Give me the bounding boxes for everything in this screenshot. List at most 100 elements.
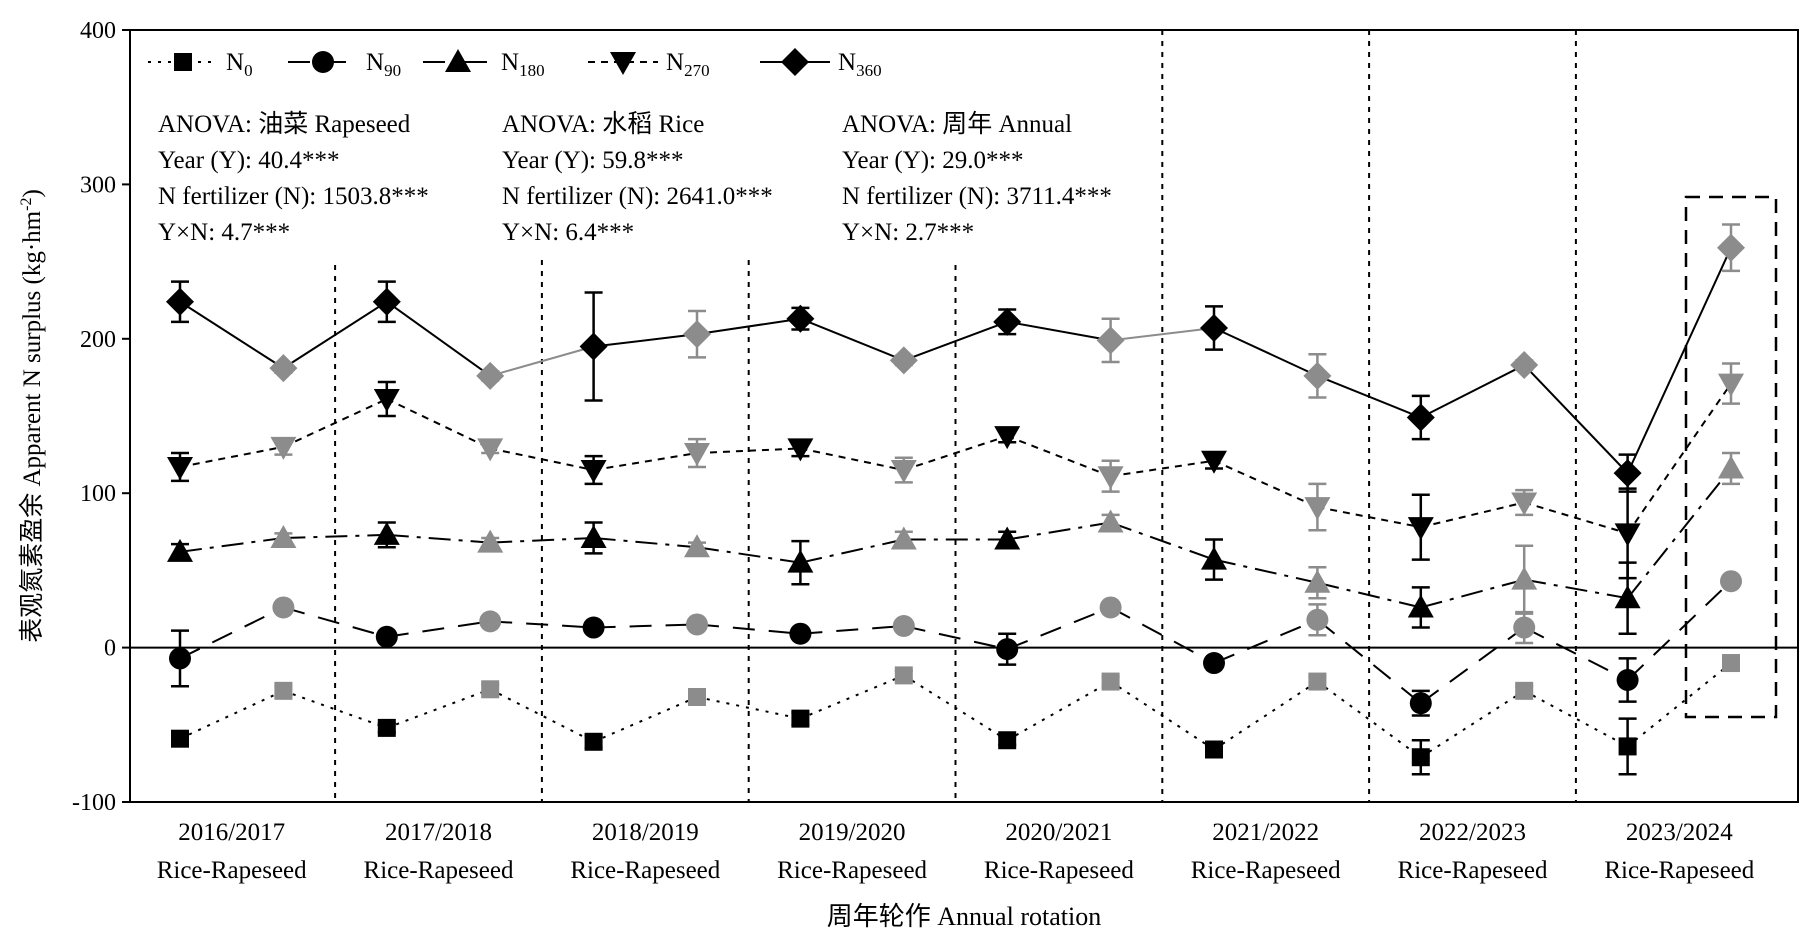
series-n180-point: [684, 534, 710, 558]
series-n90-line-segment: [386, 620, 491, 638]
series-n90-line-segment: [1626, 580, 1732, 681]
series-n0-point: [894, 666, 913, 685]
series-markers: [166, 223, 1745, 776]
series-n270-line-segment: [1213, 459, 1318, 509]
x-period-year: 2016/2017: [178, 819, 285, 846]
annotation-layer: [334, 30, 1778, 802]
series-n90-line-segment: [696, 623, 801, 635]
series-n270-point: [1614, 523, 1641, 547]
series-n360-point: [1200, 313, 1228, 342]
series-n90-point: [1099, 596, 1122, 619]
series-n360-point: [1510, 351, 1539, 380]
series-n0-line-segment: [1626, 662, 1732, 748]
series-n180-point: [1614, 585, 1641, 609]
series-n360-point: [1303, 361, 1332, 390]
series-n360-point: [372, 287, 401, 316]
series-n90-point: [272, 596, 295, 619]
series-n180-line-segment: [490, 536, 594, 544]
series-n180-line-segment: [386, 533, 491, 544]
highlight-box: [1684, 195, 1778, 719]
series-n0-line-segment: [593, 696, 698, 743]
series-n270-point: [994, 426, 1021, 450]
series-n360-line-segment: [282, 300, 388, 369]
legend-marker-n270: [610, 52, 636, 75]
series-n270-line-segment: [179, 445, 284, 468]
legend-marker-n180: [445, 49, 471, 72]
x-period-crop: Rice-Rapeseed: [1398, 857, 1548, 884]
series-n270-line-segment: [386, 398, 491, 450]
series-n270-point: [787, 438, 814, 462]
series-n180-line-segment: [1213, 558, 1318, 584]
series-n90-line-segment: [800, 624, 904, 635]
x-period-year: 2018/2019: [592, 819, 699, 846]
series-n0-point: [791, 709, 810, 728]
series-n90-point: [686, 613, 708, 636]
series-n180-line-segment: [1524, 578, 1628, 600]
series-n180-point: [787, 549, 814, 573]
series-n270-line-segment: [1006, 435, 1111, 478]
series-n90-point: [1720, 570, 1742, 593]
series-n0-point: [584, 732, 603, 751]
series-n0-point: [1101, 672, 1120, 691]
x-axis-label: 周年轮作 Annual rotation: [827, 902, 1101, 931]
series-n90-line-segment: [1523, 626, 1629, 681]
y-tick-label: -100: [72, 790, 116, 816]
series-n90-line-segment: [1006, 606, 1111, 651]
legend-label-n180: N180: [501, 49, 545, 80]
series-n0-line-segment: [1316, 680, 1422, 759]
legend-marker-n0: [174, 53, 192, 71]
series-n270-line-segment: [1626, 383, 1732, 534]
series-n360-line-segment: [1317, 374, 1422, 419]
y-tick-label: 400: [80, 18, 116, 44]
series-n270-point: [890, 460, 917, 484]
x-period-year: 2019/2020: [799, 819, 906, 846]
x-period-crop: Rice-Rapeseed: [364, 857, 514, 884]
series-n360-point: [269, 354, 298, 383]
series-n360-point: [1096, 326, 1125, 355]
anova-interaction: Y×N: 4.7***: [158, 219, 290, 246]
series-n360-point: [683, 320, 711, 349]
series-n180-line-segment: [1007, 521, 1111, 541]
series-n90-point: [1306, 608, 1329, 631]
series-n0-point: [1515, 681, 1534, 700]
series-n0-point: [377, 718, 396, 737]
series-n360-line-segment: [903, 320, 1008, 362]
series-n0-line-segment: [386, 688, 491, 729]
series-n180-line-segment: [800, 538, 905, 564]
series-n270-point: [580, 460, 607, 484]
series-n90-point: [892, 614, 915, 637]
series-n0-point: [1722, 654, 1740, 673]
series-n180-point: [270, 524, 297, 548]
series-n0-line-segment: [903, 674, 1008, 742]
series-n360-point: [786, 304, 815, 333]
series-lines: [179, 247, 1732, 759]
series-n270-line-segment: [903, 435, 1008, 471]
series-n360-line-segment: [1626, 247, 1732, 474]
legend-marker-n360: [781, 48, 809, 76]
anova-year: Year (Y): 40.4***: [158, 147, 339, 174]
legend-label-n0: N0: [226, 49, 253, 80]
series-n180-point: [1407, 594, 1434, 618]
series-n360-line-segment: [696, 317, 801, 336]
series-n180-point: [580, 524, 607, 548]
y-tick-label: 200: [80, 327, 116, 353]
series-n270-line-segment: [1523, 501, 1628, 535]
series-n270-line-segment: [1420, 501, 1525, 529]
series-n90-point: [1616, 669, 1639, 692]
series-n180-point: [1201, 546, 1227, 570]
series-n360-point: [1406, 403, 1435, 432]
anova-year: Year (Y): 29.0***: [842, 147, 1023, 174]
x-period-crop: Rice-Rapeseed: [570, 857, 720, 884]
series-n360-line-segment: [1110, 326, 1215, 342]
anova-block: ANOVA: 油菜 Rapeseed Year (Y): 40.4*** N fer…: [158, 110, 1112, 246]
series-n90-point: [789, 622, 812, 645]
series-n0-point: [688, 688, 706, 707]
x-period-crop: Rice-Rapeseed: [1191, 857, 1341, 884]
series-n0-line-segment: [1420, 689, 1525, 759]
series-n180-line-segment: [1626, 467, 1732, 599]
series-n0-line-segment: [800, 674, 905, 720]
series-n270-point: [1718, 373, 1744, 397]
x-period-year: 2023/2024: [1626, 819, 1733, 846]
series-n180-point: [1304, 569, 1331, 593]
x-period-year: 2017/2018: [385, 819, 492, 846]
